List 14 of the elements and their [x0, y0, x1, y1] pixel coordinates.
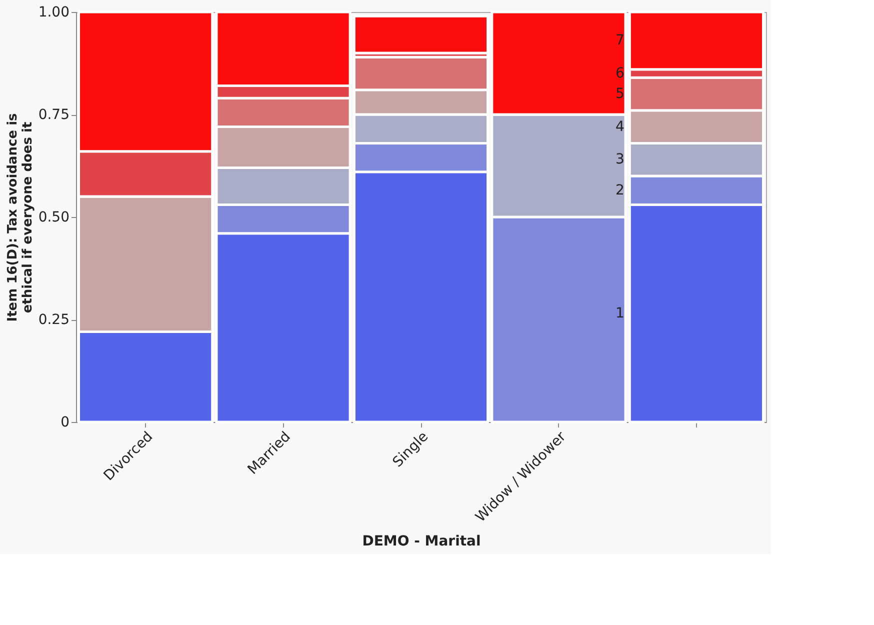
x-axis-title: DEMO - Marital	[362, 534, 481, 550]
y-axis-title: Item 16(D): Tax avoidance is ethical if everyone does it	[5, 112, 36, 322]
series-label: 2	[616, 182, 624, 198]
series-label: 1	[616, 305, 624, 322]
series-label: 3	[616, 152, 624, 168]
y-tick-label: 0.75	[38, 107, 70, 123]
series-label: 6	[616, 66, 625, 82]
y-tick-label: 0.25	[38, 312, 70, 328]
series-label: 5	[616, 86, 624, 102]
y-tick-label: 0	[60, 414, 70, 430]
y-tick-label: 0.50	[38, 210, 70, 226]
y-tick-label: 1.00	[38, 4, 70, 20]
series-label: 4	[616, 118, 625, 135]
series-label: 7	[616, 32, 624, 49]
